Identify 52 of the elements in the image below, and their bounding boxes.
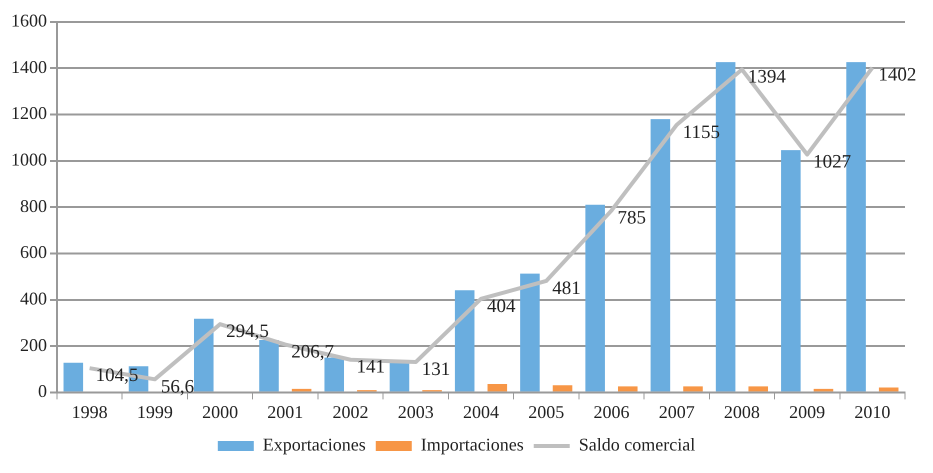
x-tick-label: 2001 — [267, 402, 304, 422]
x-tick-label: 2005 — [528, 402, 564, 422]
x-tick-label: 1998 — [72, 402, 108, 422]
y-tick-label: 1200 — [11, 103, 47, 124]
data-label: 404 — [487, 296, 516, 317]
y-tick-label: 200 — [20, 334, 47, 355]
y-tick-label: 1600 — [11, 10, 47, 31]
data-label: 1394 — [748, 66, 786, 88]
bar — [259, 340, 279, 392]
x-tick-label: 2002 — [332, 402, 369, 422]
data-label: 1402 — [878, 64, 916, 86]
bar — [520, 274, 540, 392]
data-label: 104,5 — [96, 365, 138, 386]
x-tick-label: 2007 — [658, 402, 695, 422]
bar — [618, 386, 638, 392]
bar — [552, 385, 572, 392]
bar — [194, 318, 214, 392]
x-tick-label: 2009 — [789, 402, 826, 422]
x-tick-label: 1999 — [136, 402, 173, 422]
x-tick-label: 2000 — [202, 402, 238, 422]
y-tick-label: 800 — [20, 196, 47, 216]
bar — [748, 386, 768, 392]
data-label: 481 — [552, 278, 581, 299]
legend-label: Exportaciones — [262, 434, 366, 455]
bar — [814, 388, 834, 392]
x-tick-label: 2006 — [593, 402, 630, 422]
x-tick-label: 2003 — [398, 402, 434, 422]
bar — [781, 150, 801, 392]
bar — [585, 204, 605, 392]
x-tick-label: 2010 — [854, 402, 890, 422]
data-label: 294,5 — [226, 321, 269, 342]
y-tick-label: 400 — [20, 288, 47, 308]
data-label: 141 — [356, 356, 386, 378]
legend-label: Saldo comercial — [578, 434, 696, 455]
x-tick-label: 2008 — [724, 402, 760, 422]
bar — [292, 388, 312, 392]
y-tick-label: 1000 — [11, 150, 47, 170]
y-tick-label: 600 — [20, 242, 47, 262]
data-label: 206,7 — [291, 342, 334, 363]
y-tick-label: 1400 — [11, 56, 47, 77]
bar — [488, 384, 508, 392]
data-label: 56,6 — [160, 376, 194, 398]
bar — [683, 386, 703, 392]
bar — [878, 388, 898, 392]
data-label: 785 — [617, 208, 646, 229]
bar — [64, 362, 84, 392]
y-tick-label: 0 — [38, 381, 47, 402]
x-tick-label: 2004 — [463, 402, 499, 422]
data-label: 131 — [422, 359, 450, 380]
bar — [650, 119, 670, 392]
bar — [454, 290, 474, 392]
legend-label: Importaciones — [420, 434, 524, 455]
